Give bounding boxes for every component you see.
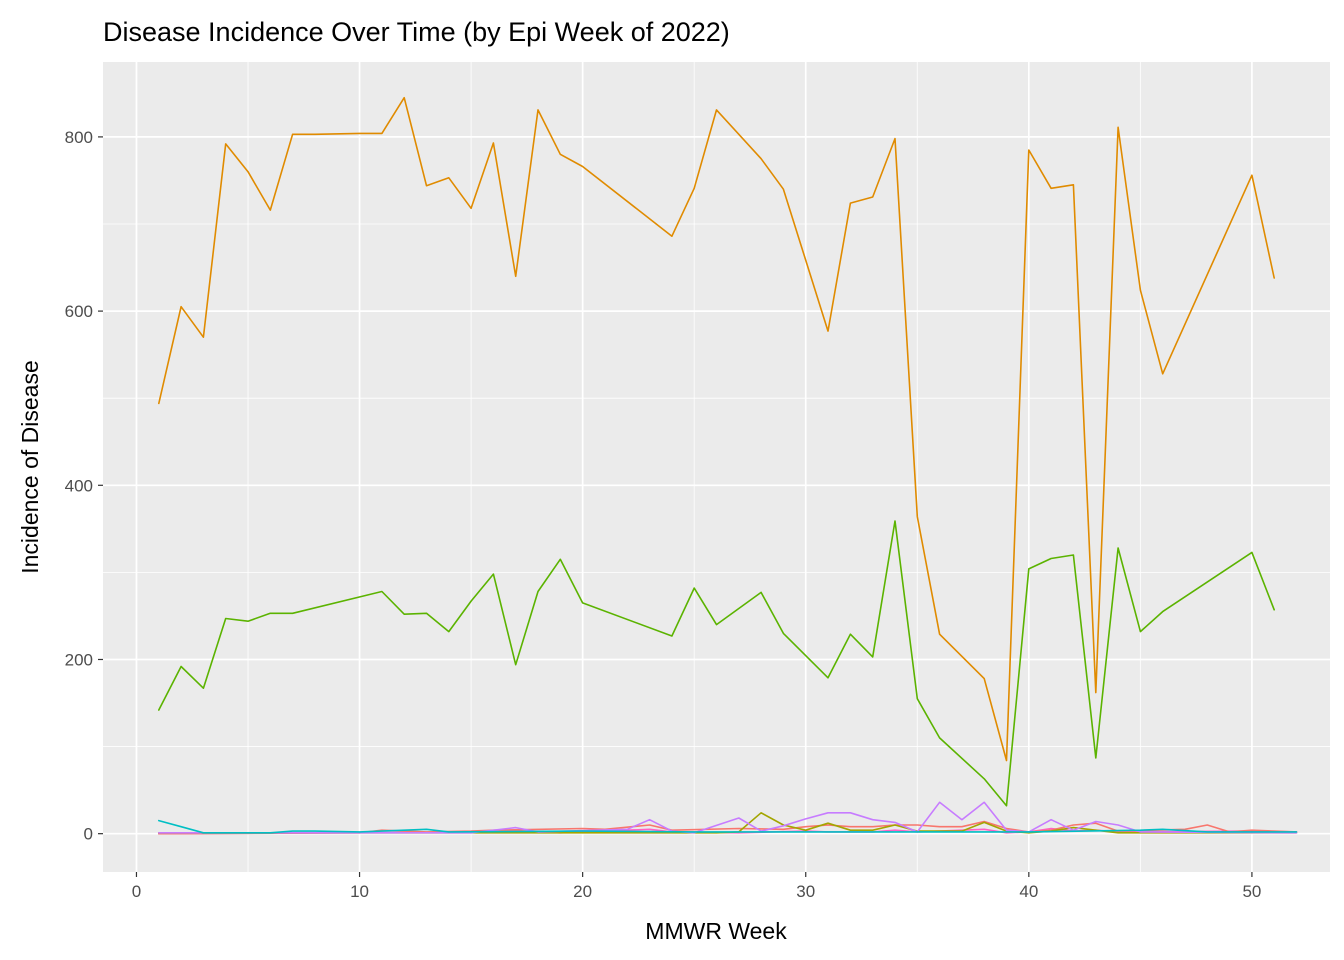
y-tick-label: 800 (65, 128, 93, 147)
chart-title: Disease Incidence Over Time (by Epi Week… (103, 17, 730, 47)
x-tick-label: 0 (132, 882, 141, 901)
y-tick-label: 0 (84, 825, 93, 844)
x-tick-label: 40 (1019, 882, 1038, 901)
x-tick-label: 10 (350, 882, 369, 901)
y-tick-label: 200 (65, 650, 93, 669)
y-tick-label: 600 (65, 302, 93, 321)
plot-panel (103, 62, 1330, 872)
x-tick-label: 50 (1242, 882, 1261, 901)
series-line-2 (158, 520, 1275, 807)
series-line-1 (158, 96, 1275, 762)
x-tick-label: 20 (573, 882, 592, 901)
x-tick-label: 30 (796, 882, 815, 901)
series-layer (158, 96, 1298, 835)
series-line-3 (158, 819, 1298, 834)
y-axis: 0 200 400 600 800 (65, 128, 103, 844)
series-line-4 (158, 801, 1298, 834)
y-tick-label: 400 (65, 476, 93, 495)
x-axis: 0 10 20 30 40 50 (132, 872, 1261, 901)
x-axis-label: MMWR Week (645, 918, 787, 944)
grid-major (103, 62, 1330, 872)
grid-minor (103, 62, 1330, 872)
y-axis-label: Incidence of Disease (17, 360, 43, 574)
